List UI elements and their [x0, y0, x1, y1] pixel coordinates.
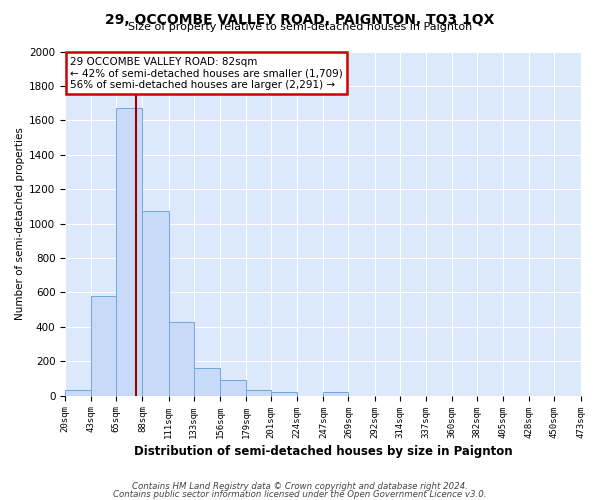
Text: 29 OCCOMBE VALLEY ROAD: 82sqm
← 42% of semi-detached houses are smaller (1,709)
: 29 OCCOMBE VALLEY ROAD: 82sqm ← 42% of s…: [70, 56, 343, 90]
Bar: [169, 322, 194, 396]
Text: Contains HM Land Registry data © Crown copyright and database right 2024.: Contains HM Land Registry data © Crown c…: [132, 482, 468, 491]
X-axis label: Distribution of semi-detached houses by size in Paignton: Distribution of semi-detached houses by …: [134, 444, 512, 458]
Text: Contains public sector information licensed under the Open Government Licence v3: Contains public sector information licen…: [113, 490, 487, 499]
Bar: [116, 108, 142, 396]
Y-axis label: Number of semi-detached properties: Number of semi-detached properties: [15, 127, 25, 320]
Bar: [271, 392, 297, 396]
Bar: [65, 390, 91, 396]
Text: Size of property relative to semi-detached houses in Paignton: Size of property relative to semi-detach…: [128, 22, 472, 32]
Bar: [220, 380, 246, 396]
Bar: [91, 296, 116, 396]
Bar: [246, 390, 271, 396]
Bar: [142, 212, 169, 396]
Text: 29, OCCOMBE VALLEY ROAD, PAIGNTON, TQ3 1QX: 29, OCCOMBE VALLEY ROAD, PAIGNTON, TQ3 1…: [106, 12, 494, 26]
Bar: [194, 368, 220, 396]
Bar: [323, 392, 349, 396]
